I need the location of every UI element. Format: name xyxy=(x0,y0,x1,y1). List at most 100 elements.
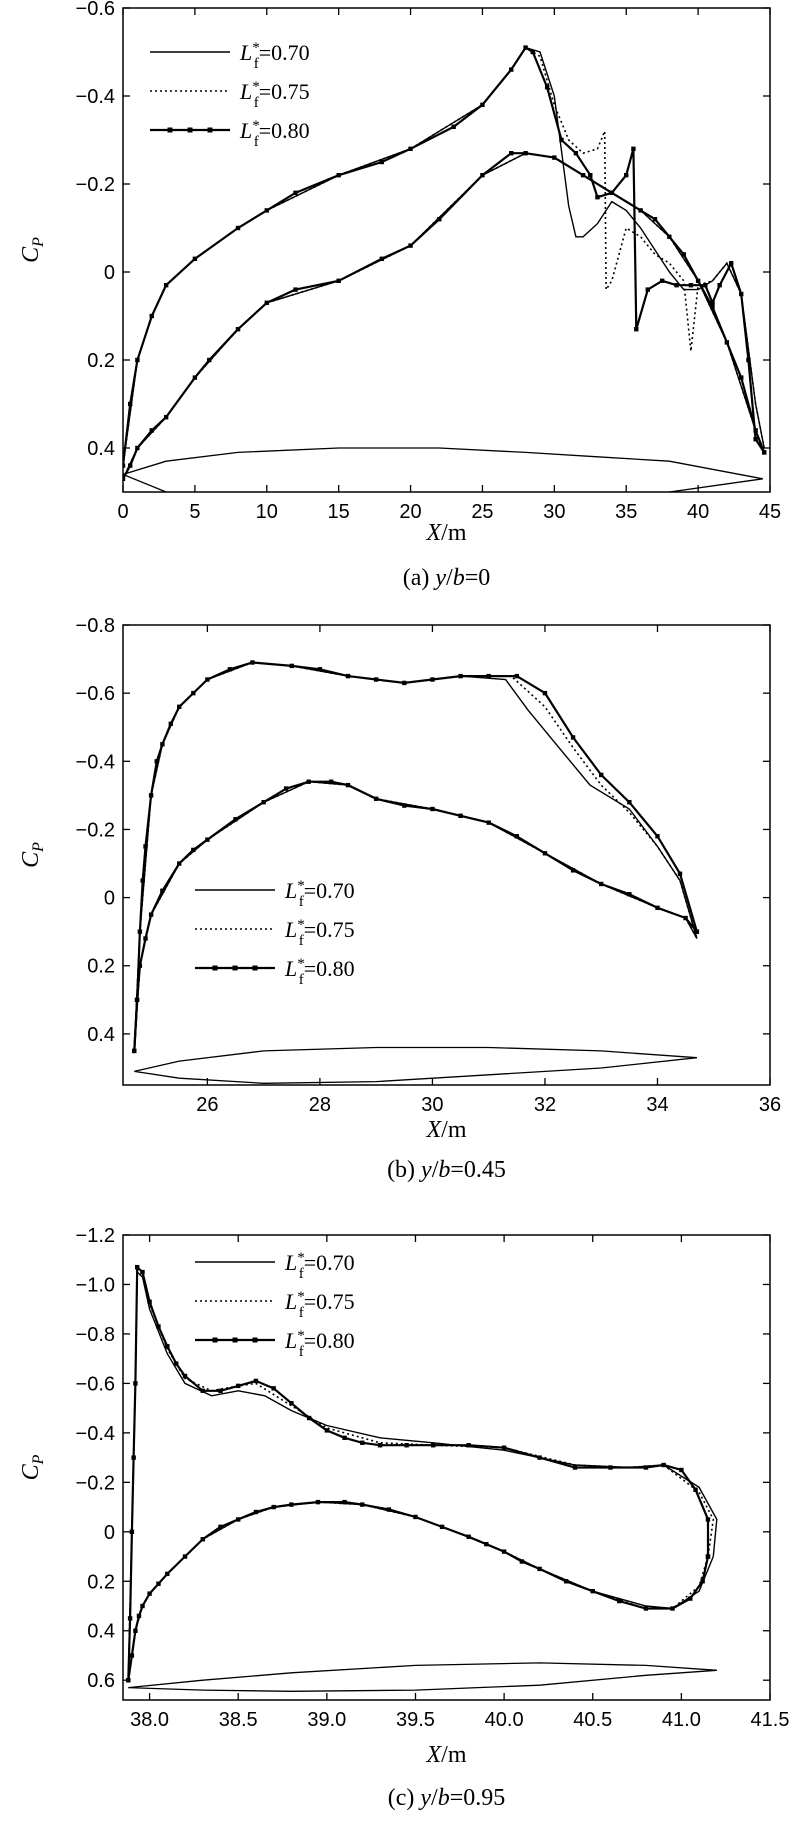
x-tick-label: 30 xyxy=(543,501,565,523)
data-point-marker xyxy=(191,690,196,696)
data-point-marker xyxy=(544,85,550,90)
x-tick-label: 30 xyxy=(421,1094,443,1116)
series-line-lower xyxy=(123,152,766,480)
airfoil-outline xyxy=(123,447,763,492)
data-point-marker xyxy=(163,283,169,288)
data-point-marker xyxy=(590,1588,595,1594)
legend-marker xyxy=(252,965,258,971)
data-point-marker xyxy=(133,1381,138,1386)
data-point-marker xyxy=(679,1467,684,1473)
data-point-marker xyxy=(661,1462,666,1468)
x-tick-label: 26 xyxy=(196,1094,218,1116)
y-tick-label: 0 xyxy=(104,1522,115,1544)
panel-caption: (c) y/b=0.95 xyxy=(388,1785,506,1811)
data-point-marker xyxy=(315,1499,321,1505)
x-tick-label: 0 xyxy=(117,501,128,523)
data-point-marker xyxy=(135,357,140,363)
series-solid xyxy=(127,1270,718,1681)
data-point-marker xyxy=(360,1440,365,1445)
data-point-marker xyxy=(205,677,210,682)
airfoil-outline xyxy=(128,1662,717,1692)
x-tick-label: 41.5 xyxy=(751,1709,790,1731)
y-tick-label: 0.4 xyxy=(87,438,115,460)
data-point-marker xyxy=(695,278,701,283)
x-tick-label: 45 xyxy=(759,501,781,523)
data-point-marker xyxy=(191,847,196,853)
series-line-upper xyxy=(123,46,766,466)
y-tick-label: −0.8 xyxy=(76,1324,115,1346)
y-tick-label: −0.6 xyxy=(76,0,115,20)
legend: L* f=0.70 L* f=0.75 L* f=0.80 xyxy=(195,1250,355,1360)
series-dotted xyxy=(127,1267,715,1681)
data-point-marker xyxy=(328,779,334,784)
data-point-marker xyxy=(570,868,576,873)
data-point-marker xyxy=(289,663,294,669)
data-point-marker xyxy=(306,1415,312,1421)
legend-label: L* f=0.80 xyxy=(239,118,310,150)
data-point-marker xyxy=(627,891,632,897)
data-point-marker xyxy=(563,1579,569,1584)
data-point-marker xyxy=(501,1445,507,1450)
data-point-marker xyxy=(289,1502,294,1507)
data-point-marker xyxy=(235,225,241,231)
x-axis-label: X/m xyxy=(425,1117,466,1143)
data-point-marker xyxy=(336,173,341,178)
data-point-marker xyxy=(559,137,564,143)
data-point-marker xyxy=(458,813,463,819)
y-tick-label: 0.4 xyxy=(87,1024,115,1046)
data-point-marker xyxy=(177,861,182,866)
x-tick-label: 28 xyxy=(309,1094,331,1116)
data-point-marker xyxy=(580,173,586,178)
y-tick-label: 0.2 xyxy=(87,956,115,978)
y-tick-label: 0 xyxy=(104,888,115,910)
series-line-upper xyxy=(127,1264,710,1681)
data-point-marker xyxy=(514,834,520,839)
plot-frame xyxy=(122,1234,771,1701)
data-point-marker xyxy=(408,146,413,151)
data-point-marker xyxy=(293,190,298,195)
data-point-marker xyxy=(437,217,442,222)
y-tick-label: −1.0 xyxy=(76,1274,115,1296)
data-point-marker xyxy=(182,1554,188,1559)
data-point-marker xyxy=(289,1400,294,1406)
data-point-marker xyxy=(163,415,169,420)
data-point-marker xyxy=(168,721,174,727)
data-point-marker xyxy=(173,1361,179,1366)
series-line-lower xyxy=(133,780,698,1051)
data-point-marker xyxy=(599,772,604,778)
x-tick-label: 35 xyxy=(615,501,637,523)
data-point-marker xyxy=(608,1465,613,1470)
data-point-marker xyxy=(739,291,744,297)
data-point-marker xyxy=(430,677,435,682)
x-tick-label: 40 xyxy=(687,501,709,523)
data-point-marker xyxy=(717,283,722,288)
data-point-marker xyxy=(342,1499,347,1505)
data-point-marker xyxy=(140,1603,145,1609)
legend-label: L* f=0.70 xyxy=(239,40,310,72)
x-tick-label: 39.5 xyxy=(396,1709,435,1731)
data-point-marker xyxy=(271,1504,276,1510)
airfoil-upper-surface xyxy=(123,447,763,480)
data-point-marker xyxy=(631,146,636,151)
data-point-marker xyxy=(480,102,485,107)
series-dotted xyxy=(133,661,698,1051)
data-point-marker xyxy=(659,278,665,283)
data-point-marker xyxy=(431,1443,436,1448)
legend-label: L* f=0.75 xyxy=(284,1289,355,1321)
airfoil-lower-surface xyxy=(123,473,763,492)
y-tick-label: 0.2 xyxy=(87,350,115,372)
data-point-marker xyxy=(140,1269,145,1275)
data-point-marker xyxy=(134,1264,140,1270)
y-tick-label: −0.4 xyxy=(76,86,115,108)
series-line-lower xyxy=(127,1501,709,1681)
data-point-marker xyxy=(624,173,629,178)
data-point-marker xyxy=(156,1581,161,1586)
y-tick-label: 0.4 xyxy=(87,1621,115,1643)
data-point-marker xyxy=(236,1383,241,1389)
data-point-marker xyxy=(728,261,734,266)
series-line-lower xyxy=(123,152,765,480)
data-point-marker xyxy=(324,1428,330,1433)
data-point-marker xyxy=(739,375,744,380)
data-point-marker xyxy=(710,300,715,305)
